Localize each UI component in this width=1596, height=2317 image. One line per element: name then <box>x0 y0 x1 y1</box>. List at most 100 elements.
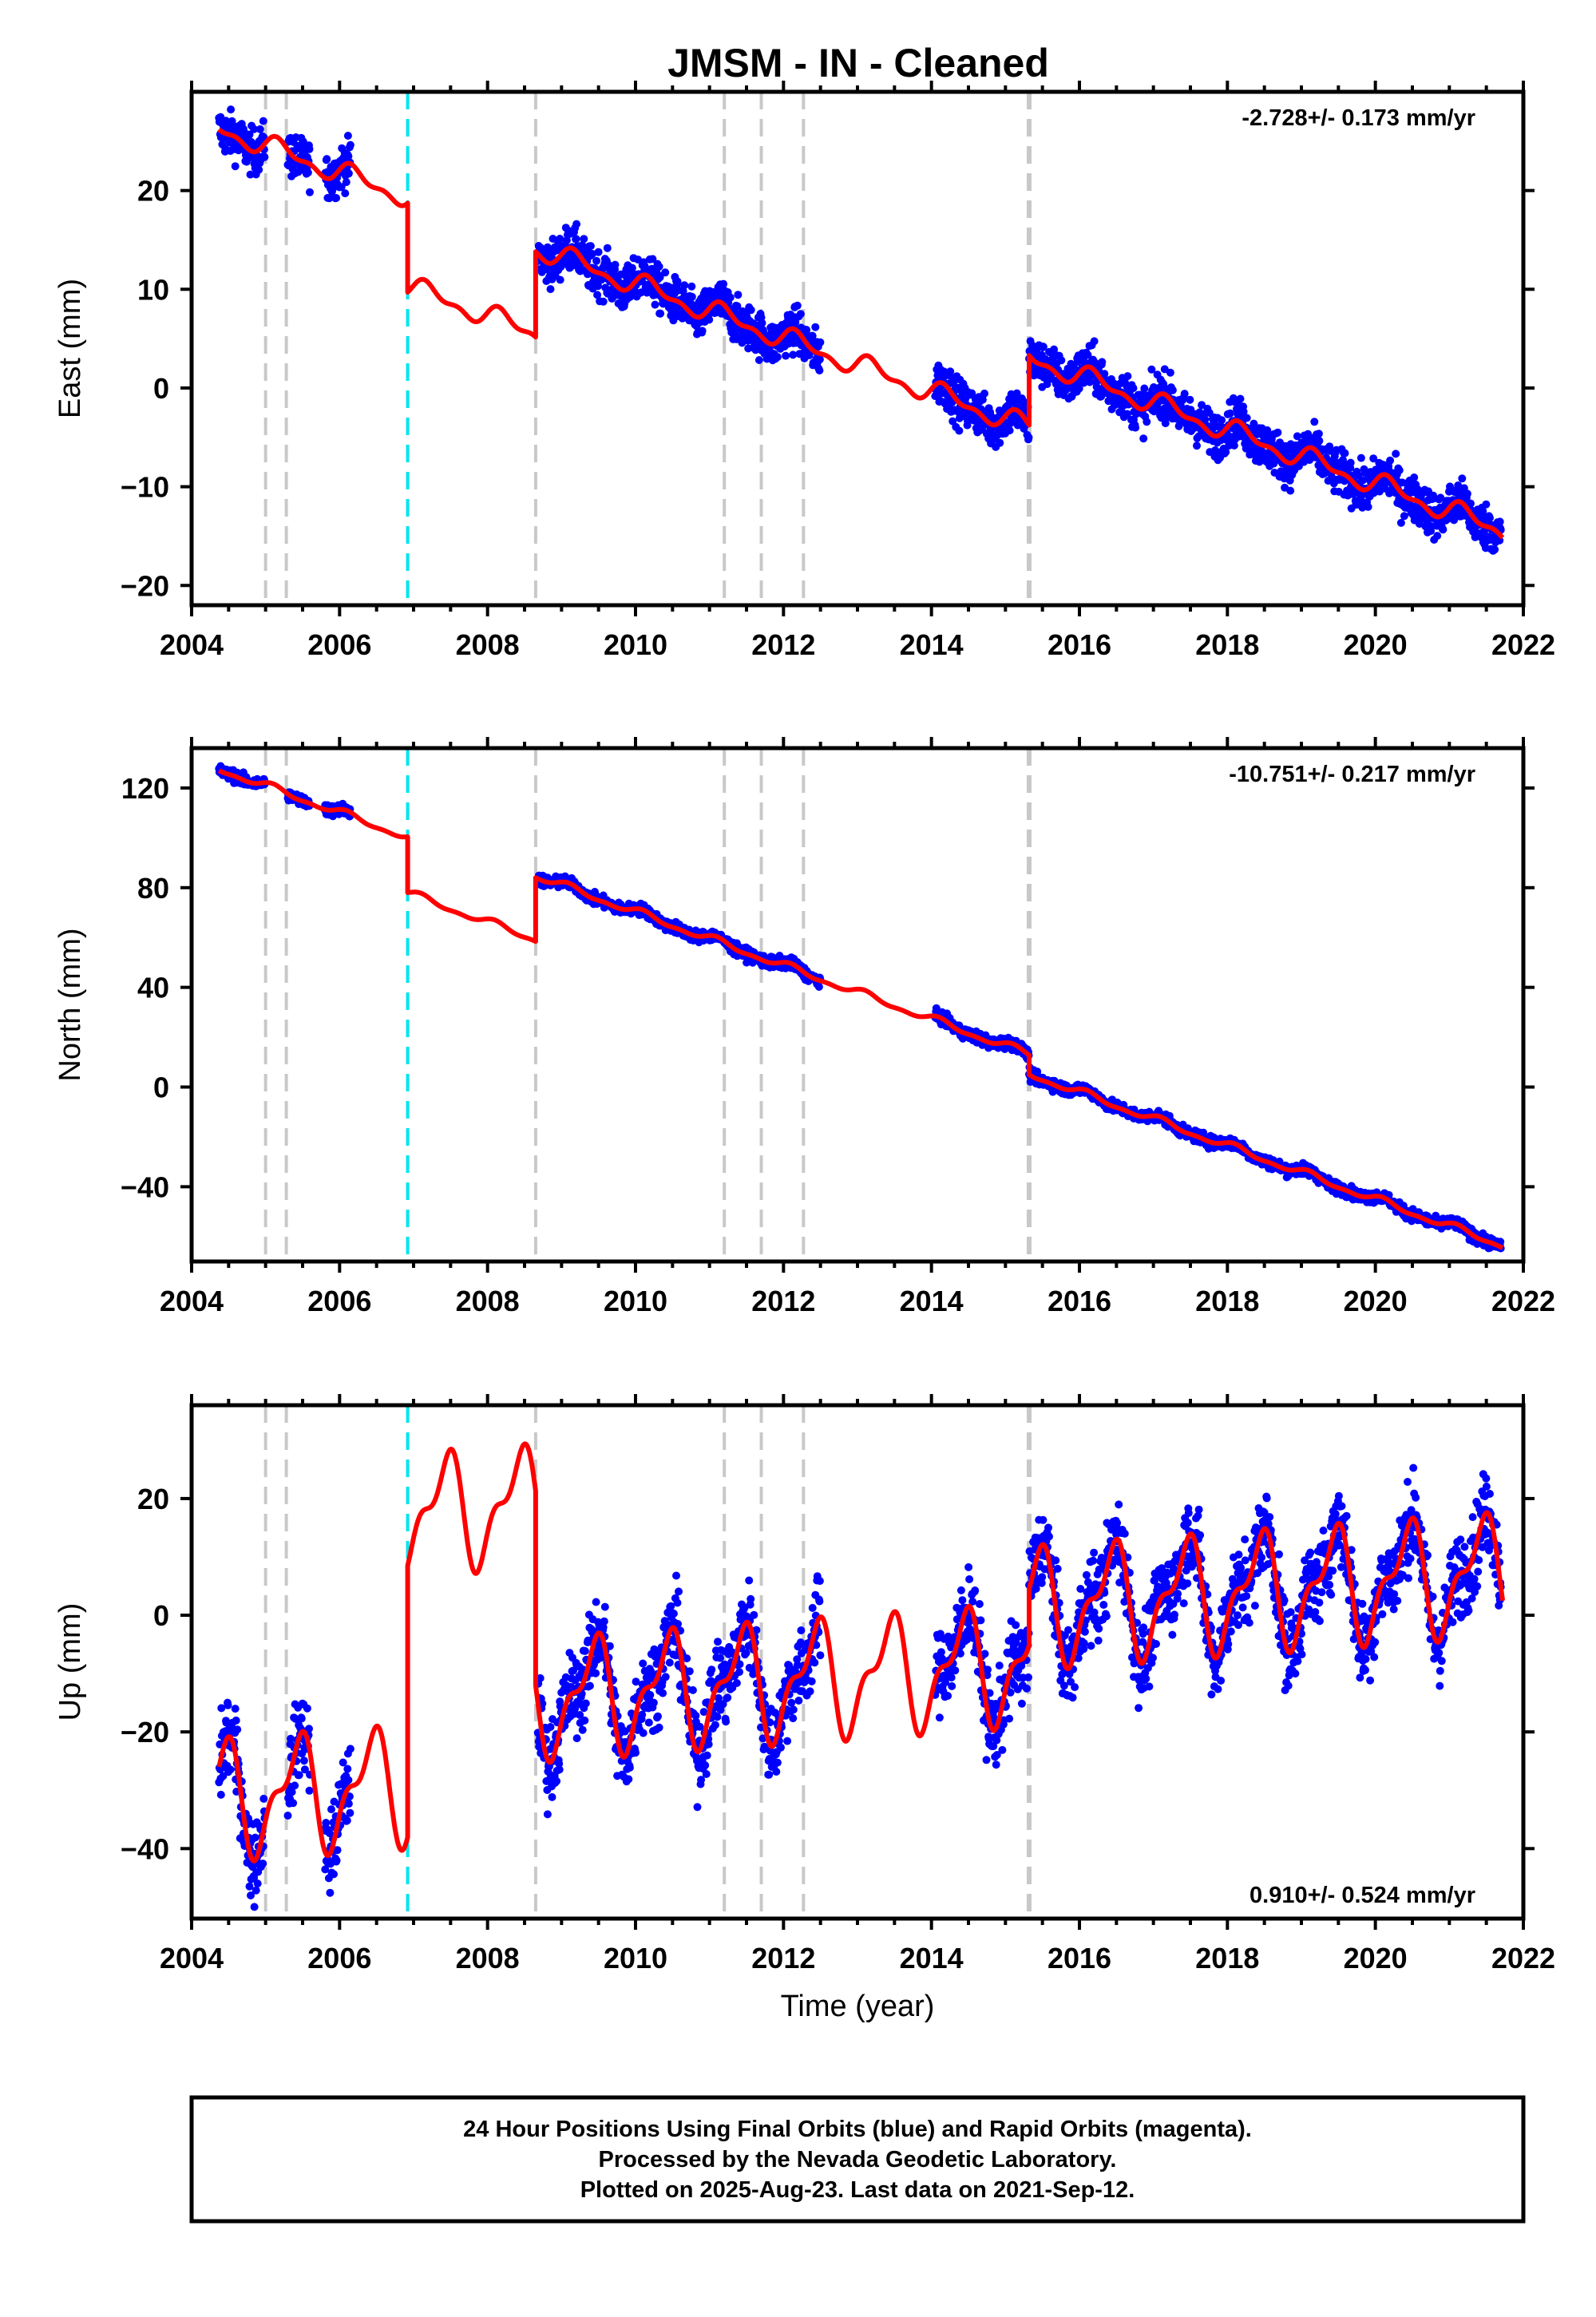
east-data-point <box>1168 386 1177 394</box>
east-data-point <box>1222 448 1230 457</box>
up-data-point <box>259 1860 267 1868</box>
east-xtick-label: 2022 <box>1491 628 1555 661</box>
east-data-point <box>343 132 352 140</box>
east-xtick-label: 2004 <box>160 628 224 661</box>
east-ytick-label: 10 <box>137 273 169 306</box>
east-data-point <box>719 279 728 288</box>
east-data-point <box>332 194 341 202</box>
east-data-point <box>1218 416 1226 425</box>
east-data-point <box>1098 358 1107 366</box>
east-data-point <box>246 170 255 179</box>
up-data-point <box>259 1794 268 1803</box>
east-data-point <box>299 137 307 146</box>
east-data-point <box>1495 517 1504 526</box>
east-data-point <box>1129 384 1138 393</box>
east-data-point <box>1249 419 1258 428</box>
north-rate-label: -10.751+/- 0.217 mm/yr <box>1229 762 1475 787</box>
east-xtick-label: 2018 <box>1195 628 1259 661</box>
east-data-point <box>815 355 824 364</box>
north-ytick-label: 0 <box>153 1071 169 1104</box>
east-data-point <box>306 188 314 196</box>
east-data-point <box>342 178 350 187</box>
east-data-point <box>733 302 742 311</box>
east-data-point <box>651 300 659 309</box>
east-data-point <box>628 263 636 272</box>
up-data-point <box>251 1833 259 1842</box>
up-data-point <box>232 1716 240 1725</box>
east-data-point <box>1123 410 1131 418</box>
east-data-point <box>1100 370 1109 378</box>
east-xtick-label: 2012 <box>751 628 815 661</box>
east-data-point <box>687 282 696 291</box>
figure-title: JMSM - IN - Cleaned <box>667 41 1049 85</box>
north-xtick-label: 2016 <box>1047 1285 1111 1317</box>
up-data-point <box>250 1903 259 1911</box>
east-ylabel: East (mm) <box>53 279 87 418</box>
up-data-point <box>283 1812 292 1820</box>
east-data-point <box>572 235 580 244</box>
east-data-point <box>698 327 707 335</box>
east-data-point <box>341 189 350 198</box>
north-data-point <box>814 983 823 991</box>
east-data-point <box>305 145 314 153</box>
east-data-point <box>556 275 564 284</box>
east-data-point <box>793 301 802 310</box>
east-data-point <box>1075 384 1083 393</box>
east-data-point <box>1467 499 1475 508</box>
east-xtick-label: 2020 <box>1344 628 1408 661</box>
east-data-point <box>1050 345 1059 354</box>
east-data-point <box>782 351 790 360</box>
north-xtick-label: 2020 <box>1344 1285 1408 1317</box>
east-data-point <box>586 242 595 251</box>
east-data-point <box>673 277 682 286</box>
north-xtick-label: 2018 <box>1195 1285 1259 1317</box>
east-data-point <box>1161 419 1170 428</box>
north-ytick-label: 80 <box>137 872 169 905</box>
east-data-point <box>1458 474 1467 483</box>
east-ytick-label: 20 <box>137 175 169 208</box>
east-data-point <box>1369 454 1378 463</box>
east-data-point <box>1186 395 1194 404</box>
east-data-point <box>754 356 763 364</box>
east-data-point <box>1450 516 1459 525</box>
east-data-point <box>1396 518 1405 527</box>
east-data-point <box>1479 507 1487 516</box>
east-data-point <box>1159 382 1168 391</box>
east-data-point <box>655 262 663 271</box>
up-data-point <box>233 1725 242 1734</box>
east-data-point <box>1364 502 1372 511</box>
east-model-line <box>217 127 1505 540</box>
east-data-point <box>1454 481 1463 489</box>
east-data-point <box>705 315 714 324</box>
east-data-point <box>1286 486 1295 495</box>
east-data-point <box>1392 450 1400 458</box>
east-data-point <box>1147 365 1156 374</box>
east-data-point <box>1174 422 1183 430</box>
east-data-point <box>1310 418 1319 426</box>
east-data-point <box>1005 426 1014 435</box>
east-data-point <box>594 248 603 256</box>
east-data-point <box>811 323 820 331</box>
east-xtick-label: 2008 <box>456 628 520 661</box>
east-data-point <box>593 291 602 299</box>
east-data-point <box>726 293 735 302</box>
east-data-point <box>1486 513 1494 522</box>
east-data-point <box>1346 458 1355 467</box>
east-data-point <box>1439 525 1447 534</box>
east-data-point <box>1386 456 1395 465</box>
east-data-point <box>231 162 240 171</box>
east-data-point <box>680 281 689 290</box>
east-data-point <box>1482 500 1491 509</box>
east-rate-label: -2.728+/- 0.173 mm/yr <box>1242 105 1475 131</box>
north-xtick-label: 2014 <box>900 1285 964 1317</box>
east-data-point <box>815 366 824 374</box>
east-data-point <box>1341 449 1349 457</box>
east-data-point <box>611 260 620 269</box>
east-data-point <box>245 130 254 139</box>
east-data-point <box>802 326 811 335</box>
east-data-point <box>1024 433 1033 442</box>
east-data-point <box>599 297 608 306</box>
